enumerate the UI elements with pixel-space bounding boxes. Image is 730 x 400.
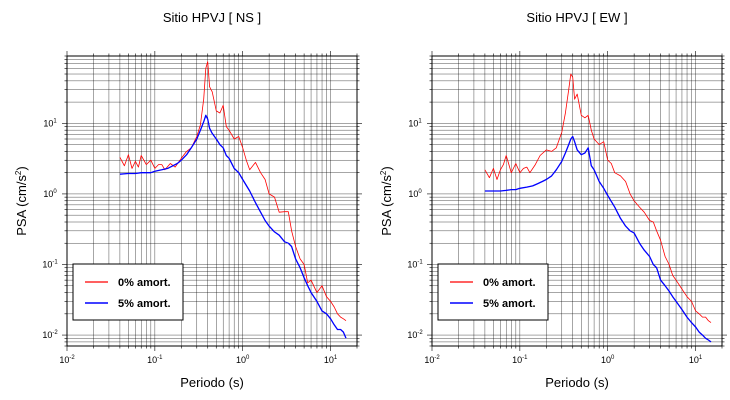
legend-label: 5% amort. bbox=[483, 298, 536, 310]
legend-box bbox=[72, 263, 184, 321]
tick-marks bbox=[62, 51, 362, 351]
series-line-blue bbox=[119, 114, 347, 339]
y-axis-label: PSA (cm/s2) bbox=[14, 166, 29, 235]
y-axis-label: PSA (cm/s2) bbox=[379, 166, 394, 235]
y-tick-label: 100 bbox=[43, 189, 57, 199]
legend-label: 5% amort. bbox=[118, 298, 171, 310]
series-line-red bbox=[119, 61, 347, 322]
x-tick-label: 100 bbox=[601, 355, 615, 365]
x-axis-label: Periodo (s) bbox=[545, 375, 609, 390]
chart-panel-1: 10-2 10-1 100 101 10-2 10-1 100 101 Sitio HPVJ [… bbox=[14, 10, 362, 390]
x-tick-label: 10-2 bbox=[424, 355, 440, 365]
x-tick-label: 10-1 bbox=[512, 355, 528, 365]
y-tick-label: 101 bbox=[43, 118, 57, 128]
series-group bbox=[119, 61, 347, 339]
legend: 0% amort. 5% amort. bbox=[437, 263, 549, 321]
x-axis-label: Periodo (s) bbox=[180, 375, 244, 390]
series-line-red bbox=[484, 73, 712, 323]
tick-marks bbox=[427, 51, 727, 351]
x-tick-label: 10-2 bbox=[59, 355, 75, 365]
y-tick-label: 101 bbox=[408, 118, 422, 128]
chart-title: Sitio HPVJ [ NS ] bbox=[163, 10, 261, 25]
y-tick-label: 10-2 bbox=[407, 330, 423, 340]
chart-title: Sitio HPVJ [ EW ] bbox=[526, 10, 627, 25]
y-tick-label: 10-2 bbox=[42, 330, 58, 340]
x-tick-label: 101 bbox=[324, 355, 338, 365]
legend-label: 0% amort. bbox=[483, 277, 536, 289]
series-line-blue bbox=[484, 135, 712, 343]
chart-panel-2: 10-2 10-1 100 101 10-2 10-1 100 101 Sitio HPVJ [… bbox=[379, 10, 727, 390]
x-tick-label: 100 bbox=[236, 355, 250, 365]
y-tick-label: 10-1 bbox=[42, 259, 58, 269]
y-tick-label: 10-1 bbox=[407, 259, 423, 269]
legend-label: 0% amort. bbox=[118, 277, 171, 289]
series-group bbox=[484, 73, 712, 343]
legend-box bbox=[437, 263, 549, 321]
x-tick-label: 10-1 bbox=[147, 355, 163, 365]
x-tick-label: 101 bbox=[689, 355, 703, 365]
y-tick-label: 100 bbox=[408, 189, 422, 199]
legend: 0% amort. 5% amort. bbox=[72, 263, 184, 321]
